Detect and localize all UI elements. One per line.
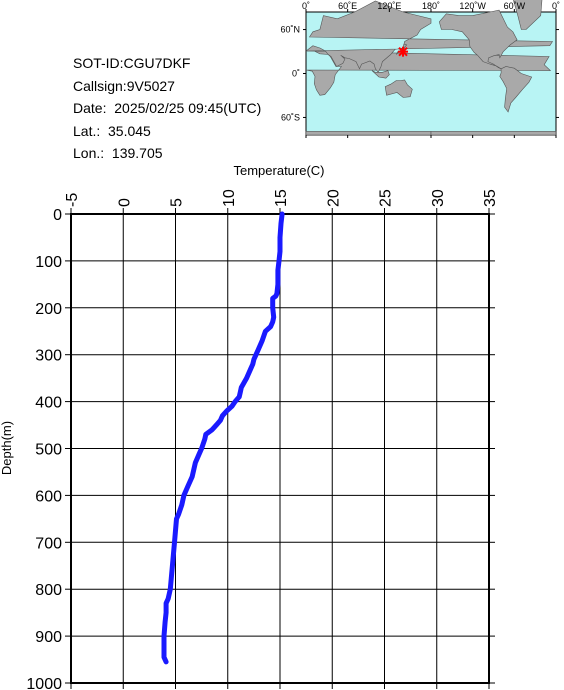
profile-info: SOT-ID:CGU7DKF Callsign:9V5027 Date: 202… — [73, 52, 261, 165]
y-tick-label: 100 — [35, 254, 62, 271]
x-tick-label: -5 — [64, 193, 81, 207]
y-tick-label: 700 — [35, 535, 62, 552]
y-axis-title: Depth(m) — [0, 421, 14, 475]
landmass-australia — [384, 79, 413, 98]
map-lon-label: 0˚ — [302, 1, 310, 11]
map-lat-label: 60˚N — [280, 25, 300, 35]
date-text: Date: 2025/02/25 09:45(UTC) — [73, 100, 262, 116]
temperature-profile-line — [161, 211, 285, 665]
map-frame — [303, 9, 559, 138]
landmass-europe-asia — [305, 0, 554, 73]
map-lon-label: 60˚E — [338, 1, 357, 11]
y-tick-label: 800 — [35, 582, 62, 599]
map-labels: 0˚ 60˚E 120˚E 180˚ 120˚W 60˚W 0˚ 60˚N 0˚ 60˚S — [280, 1, 560, 122]
map-lat-label: 60˚S — [281, 112, 300, 122]
x-tick-label: 30 — [430, 189, 447, 207]
map-lon-label: 120˚W — [459, 1, 486, 11]
map-lon-label: 0˚ — [552, 1, 560, 11]
y-tick-label: 600 — [35, 488, 62, 505]
landmass-greenland — [513, 0, 543, 30]
y-tick-label: 0 — [53, 207, 62, 224]
lat-text: Lat.: 35.045 — [73, 122, 151, 139]
map-lon-label: 60˚W — [504, 1, 526, 11]
y-tick-label: 300 — [35, 348, 62, 365]
lon-text: Lon.: 139.705 — [73, 145, 163, 161]
x-tick-label: 20 — [325, 189, 342, 207]
x-axis-title: Temperature(C) — [233, 163, 324, 178]
x-tick-label: 5 — [169, 198, 186, 207]
x-tick-label: 15 — [273, 189, 290, 207]
map-land — [305, 0, 557, 136]
y-tick-label: 1000 — [26, 676, 62, 690]
sot-id-text: SOT-ID:CGU7DKF — [73, 55, 191, 71]
x-tick-label: 0 — [116, 198, 133, 207]
map-lon-label: 180˚ — [422, 1, 440, 11]
map-lat-label: 0˚ — [292, 69, 300, 79]
map-lon-label: 120˚E — [377, 1, 401, 11]
landmass-indonesia — [371, 70, 390, 79]
world-map: 0˚ 60˚E 120˚E 180˚ 120˚W 60˚W 0˚ 60˚N 0˚ 60˚S — [280, 0, 560, 138]
landmass-n-america — [438, 9, 518, 70]
callsign-text: Callsign:9V5027 — [73, 77, 175, 94]
y-tick-label: 400 — [35, 395, 62, 412]
y-tick-label: 200 — [35, 301, 62, 318]
x-tick-label: 35 — [482, 189, 499, 207]
y-tick-label: 900 — [35, 629, 62, 646]
landmass-s-america — [499, 66, 533, 113]
y-tick-label: 500 — [35, 442, 62, 459]
y-axis-ticks: 0 100 200 300 400 500 600 700 800 900 1000 — [26, 207, 495, 690]
x-tick-label: 25 — [378, 189, 395, 207]
x-axis-ticks: -5 0 5 10 15 20 25 30 35 — [64, 189, 499, 689]
x-tick-label: 10 — [221, 189, 238, 207]
location-marker — [398, 46, 409, 57]
